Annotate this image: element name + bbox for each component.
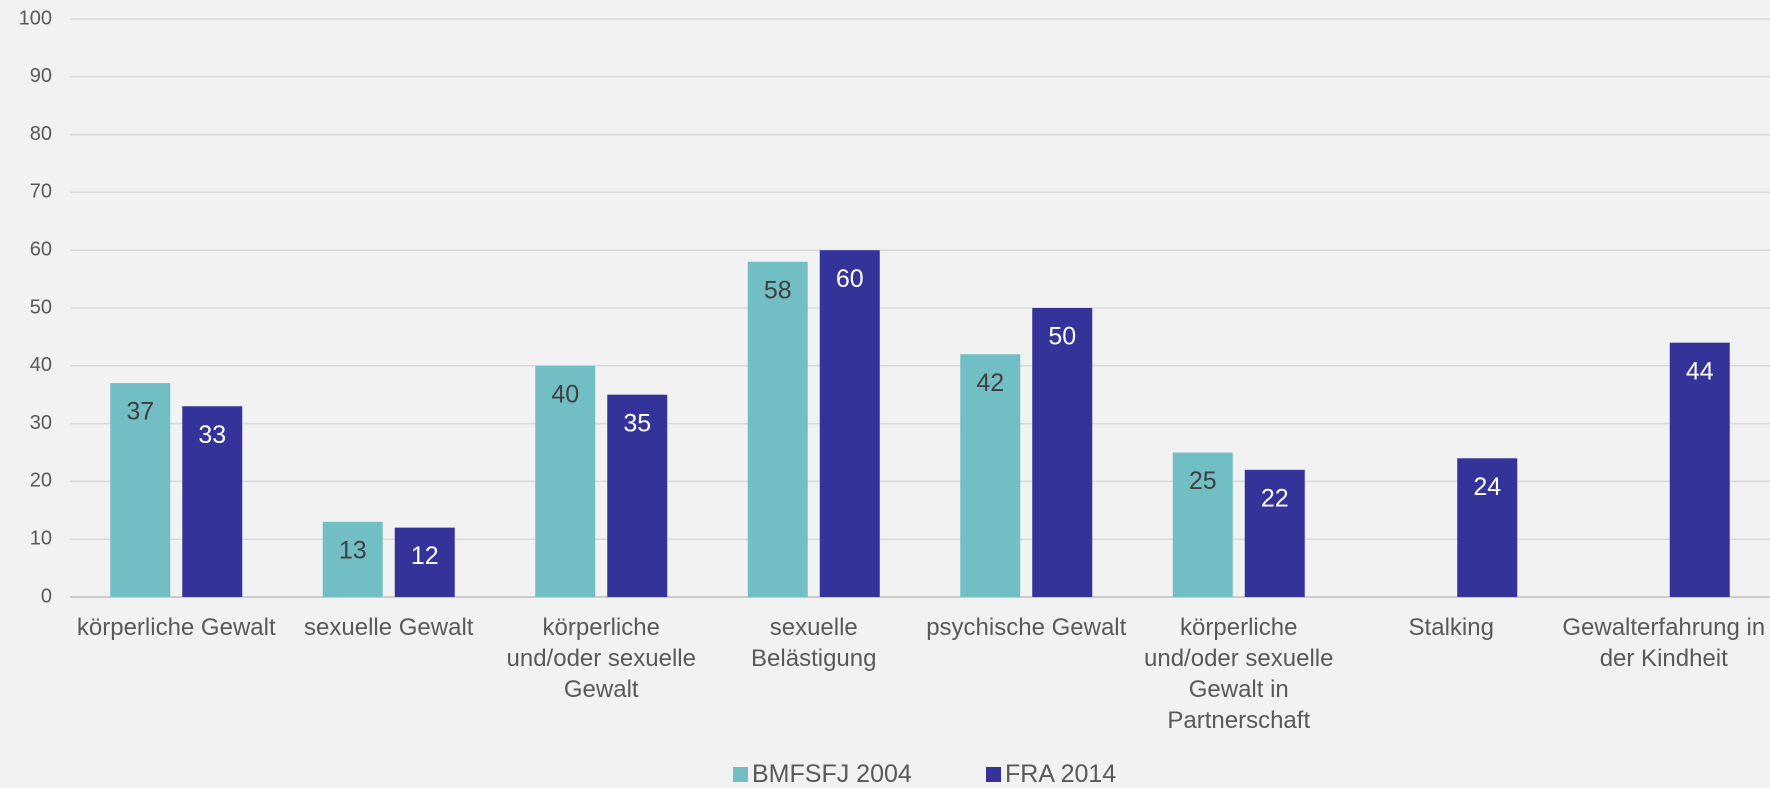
x-tick-label: Gewalterfahrung in der Kindheit [1562, 614, 1766, 672]
data-label: 24 [1473, 473, 1501, 501]
bar [1032, 308, 1093, 597]
x-tick-label: körperliche Gewalt [76, 614, 276, 641]
x-tick-label: Stalking [1408, 614, 1494, 641]
data-label: 22 [1261, 484, 1289, 512]
legend-swatch [733, 767, 748, 782]
y-tick-label: 30 [30, 412, 52, 434]
legend-label: BMFSFJ 2004 [752, 760, 912, 788]
y-tick-label: 60 [30, 238, 52, 260]
bar [819, 250, 880, 597]
y-tick-label: 100 [19, 7, 52, 29]
x-tick-label: körperliche und/oder sexuelle Gewalt [506, 614, 696, 703]
bar [1669, 342, 1730, 597]
bar [394, 527, 455, 597]
data-label: 25 [1189, 467, 1217, 495]
bar [322, 521, 383, 597]
data-label: 58 [764, 276, 792, 304]
y-tick-label: 10 [30, 527, 52, 549]
bar [1172, 452, 1233, 597]
data-label: 33 [198, 421, 226, 449]
y-tick-label: 70 [30, 181, 52, 203]
bar [607, 394, 668, 597]
y-tick-label: 40 [30, 354, 52, 376]
x-tick-label: körperliche und/oder sexuelle Gewalt in … [1144, 614, 1334, 734]
legend-item: FRA 2014 [986, 760, 1116, 788]
bar [110, 383, 171, 597]
y-tick-label: 80 [30, 123, 52, 145]
y-tick-label: 0 [41, 585, 52, 607]
data-label: 13 [339, 536, 367, 564]
legend-swatch [986, 767, 1001, 782]
data-label: 35 [623, 409, 651, 437]
data-label: 50 [1048, 323, 1076, 351]
data-label: 12 [411, 542, 439, 570]
x-tick-label: sexuelle Gewalt [304, 614, 474, 641]
y-tick-label: 90 [30, 65, 52, 87]
x-tick-label: sexuelle Belästigung [751, 614, 877, 672]
legend-item: BMFSFJ 2004 [733, 760, 912, 788]
bar [960, 354, 1021, 597]
bar [182, 406, 243, 597]
data-label: 60 [836, 265, 864, 293]
y-tick-label: 50 [30, 296, 52, 318]
bar [1457, 458, 1518, 597]
bar [747, 261, 808, 597]
data-label: 40 [551, 380, 579, 408]
y-tick-label: 20 [30, 470, 52, 492]
legend-label: FRA 2014 [1005, 760, 1117, 788]
x-tick-label: psychische Gewalt [926, 614, 1127, 641]
bar [1244, 469, 1305, 597]
data-label: 44 [1686, 357, 1714, 385]
data-label: 42 [976, 369, 1004, 397]
bar [535, 365, 596, 597]
data-label: 37 [126, 398, 154, 426]
